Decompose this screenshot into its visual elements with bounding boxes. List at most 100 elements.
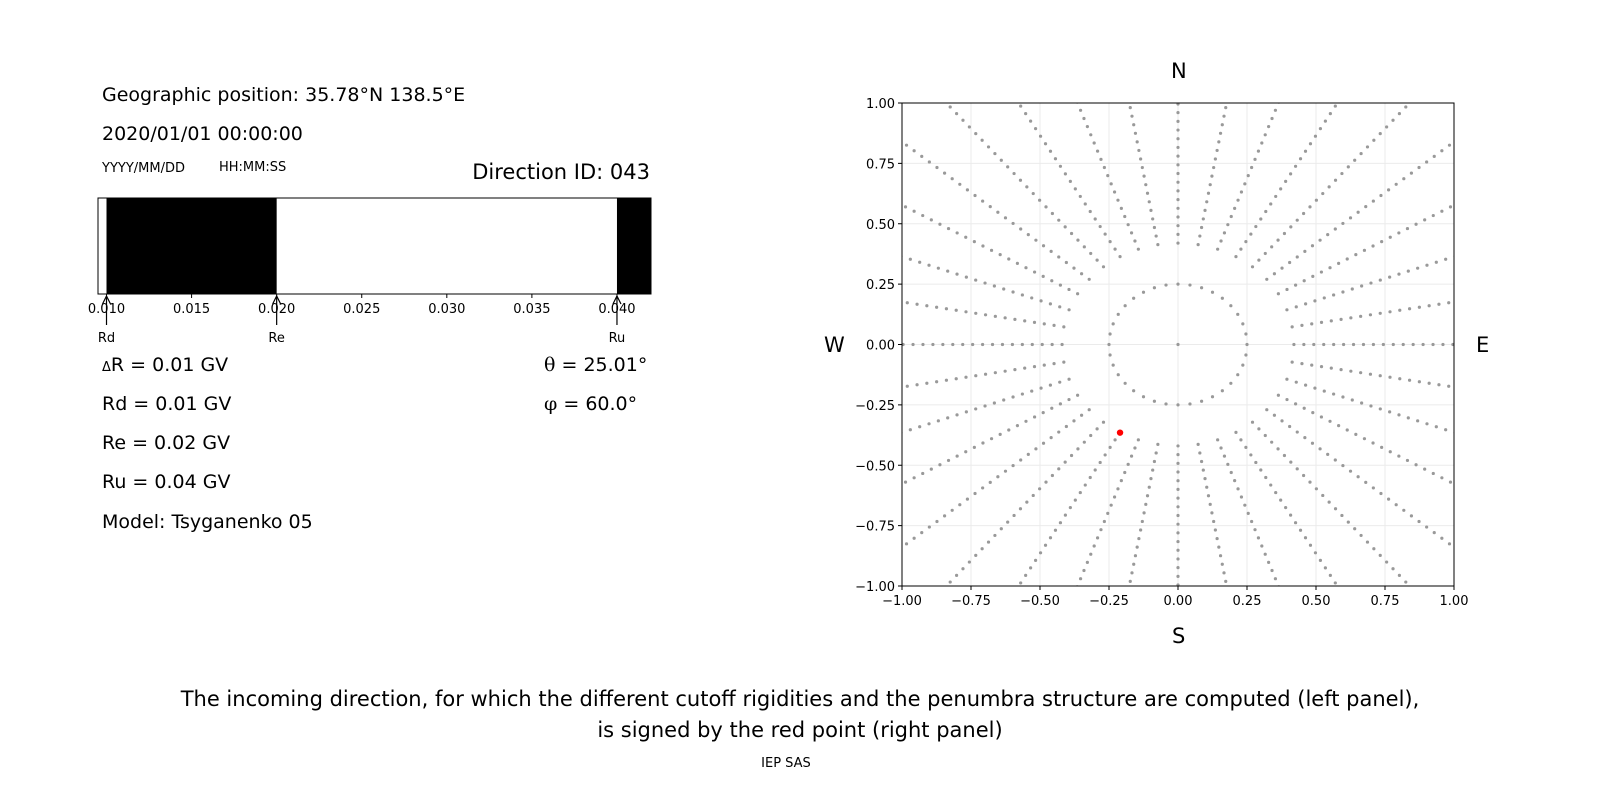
grid-point	[1210, 290, 1215, 294]
grid-point	[983, 281, 987, 285]
scatter-y-tick-label: 1.00	[866, 97, 895, 112]
grid-point	[1362, 437, 1367, 441]
grid-point	[1063, 460, 1067, 464]
grid-point	[1041, 274, 1045, 278]
grid-point	[1144, 502, 1148, 506]
grid-point	[1246, 511, 1250, 515]
grid-point	[1030, 342, 1034, 347]
grid-point	[1329, 319, 1333, 323]
grid-point	[1254, 460, 1258, 465]
grid-point	[1364, 205, 1368, 209]
grid-point	[1053, 528, 1058, 532]
grid-point	[1068, 179, 1072, 183]
grid-point	[1356, 475, 1360, 479]
grid-point	[903, 480, 908, 484]
grid-point	[1088, 475, 1092, 480]
grid-point	[1118, 255, 1122, 259]
direction-id: Direction ID: 043	[472, 160, 650, 184]
grid-point	[1411, 587, 1414, 590]
grid-point	[1274, 490, 1278, 495]
grid-point	[1176, 171, 1180, 176]
grid-point	[1176, 513, 1180, 518]
grid-point	[1328, 419, 1332, 423]
time-format-label: HH:MM:SS	[219, 160, 287, 175]
grid-point	[1106, 174, 1110, 178]
grid-point	[1379, 491, 1383, 496]
grid-point	[1019, 104, 1023, 108]
grid-point	[1089, 133, 1093, 137]
grid-point	[1369, 281, 1373, 285]
grid-point	[1333, 227, 1337, 231]
grid-point	[1318, 127, 1323, 131]
grid-point	[1229, 470, 1233, 475]
grid-point	[1222, 571, 1226, 575]
grid-point	[1249, 232, 1253, 236]
grid-point	[1308, 480, 1312, 484]
grid-point	[1345, 428, 1349, 432]
grid-point	[1423, 467, 1427, 471]
grid-point	[1282, 453, 1287, 458]
grid-point	[1007, 257, 1011, 261]
grid-point	[1176, 198, 1180, 202]
grid-point	[1348, 469, 1353, 473]
grid-point	[1176, 224, 1180, 228]
grid-point	[1050, 279, 1054, 283]
grid-point	[1229, 214, 1233, 219]
grid-point	[1069, 453, 1074, 458]
grid-point	[1333, 581, 1337, 585]
grid-point	[912, 149, 916, 153]
grid-point	[1020, 293, 1024, 297]
grid-point	[1222, 454, 1227, 458]
grid-point	[1067, 287, 1071, 292]
grid-point	[1058, 521, 1063, 525]
phi-symbol: φ	[544, 393, 558, 415]
grid-point	[1285, 397, 1289, 402]
grid-point	[895, 485, 898, 488]
grid-point	[1253, 157, 1257, 161]
grid-point	[1133, 446, 1137, 450]
grid-point	[1176, 189, 1180, 193]
grid-point	[1164, 283, 1168, 287]
grid-point	[1425, 263, 1429, 267]
grid-point	[1176, 145, 1180, 150]
grid-point	[1078, 490, 1082, 495]
grid-point	[1210, 174, 1214, 178]
date-format-label: YYYY/MM/DD	[102, 161, 185, 176]
re-value: Re = 0.02 GV	[102, 432, 231, 454]
grid-point	[1289, 460, 1293, 464]
grid-point	[1111, 363, 1115, 367]
grid-point	[1448, 205, 1453, 209]
grid-point	[1226, 97, 1229, 100]
grid-point	[1322, 389, 1326, 393]
grid-point	[1444, 257, 1448, 261]
grid-point	[990, 342, 995, 347]
grid-point	[1033, 558, 1038, 562]
grid-point	[1371, 441, 1375, 445]
scatter-x-tick-label: −0.50	[1020, 594, 1060, 609]
grid-point	[1391, 342, 1395, 347]
grid-point	[1102, 519, 1106, 524]
grid-point	[1326, 232, 1330, 237]
grid-point	[1149, 477, 1153, 481]
grid-point	[915, 302, 919, 306]
grid-point	[1457, 386, 1460, 389]
grid-point	[1290, 325, 1294, 329]
grid-point	[1147, 485, 1151, 489]
grid-point	[1132, 123, 1136, 127]
grid-point	[961, 342, 965, 347]
grid-point	[1440, 209, 1444, 213]
grid-point	[1280, 266, 1284, 270]
grid-point	[1151, 217, 1155, 221]
grid-point	[1388, 235, 1392, 239]
grid-point	[1151, 468, 1155, 472]
grid-point	[1414, 463, 1418, 467]
scatter-y-tick-label: −0.75	[855, 520, 895, 535]
grid-point	[1310, 322, 1314, 326]
grid-point	[1079, 272, 1084, 276]
delta-symbol: Δ	[102, 360, 111, 375]
marker-label-rd: Rd	[98, 331, 115, 346]
grid-point	[1273, 108, 1278, 112]
grid-point	[1447, 301, 1451, 305]
grid-point	[896, 386, 899, 389]
grid-point	[1333, 104, 1337, 108]
